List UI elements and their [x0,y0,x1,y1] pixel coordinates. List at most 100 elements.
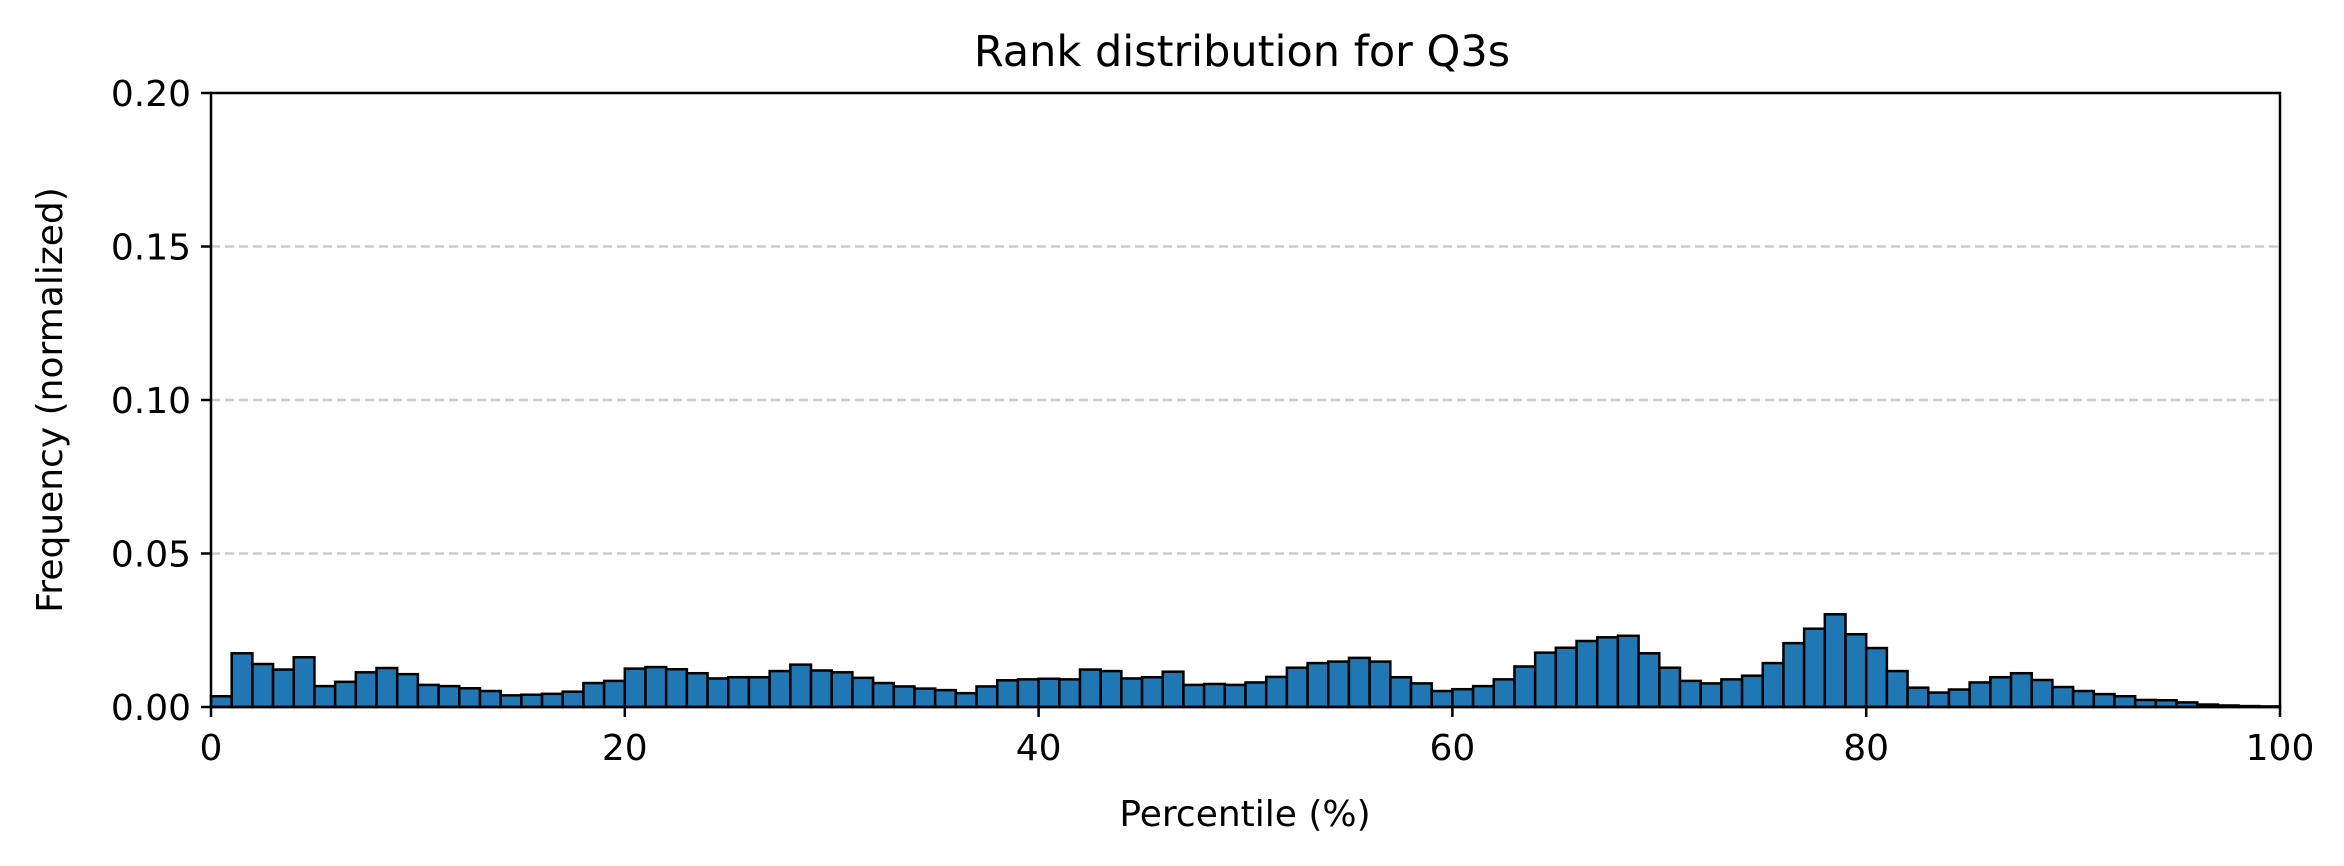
histogram-bar [1802,627,1827,709]
histogram-bar [789,663,813,709]
histogram-bar [1285,666,1309,709]
histogram-bar [1761,661,1785,709]
histogram-bar [975,685,999,709]
histogram-bar [1595,636,1620,709]
y-tick-label: 0.00 [111,688,191,729]
histogram-bar [1513,665,1537,709]
histogram-bar [1451,687,1475,709]
histogram-bar [995,679,1020,709]
histogram-bar [871,681,896,709]
x-tick-label: 100 [2246,728,2315,769]
histogram-bar [664,667,689,709]
histogram-bar [416,683,440,709]
histogram-bar [1430,689,1454,709]
chart-title: Rank distribution for Q3s [974,27,1510,77]
x-tick-label: 40 [1016,728,1062,769]
histogram-bar [1885,669,1909,709]
histogram-bar [644,665,668,709]
histogram-bar [458,687,482,709]
histogram-bar [1347,656,1371,709]
histogram-bar [1699,682,1723,709]
histogram-bar [1906,686,1930,709]
x-tick-label: 0 [200,728,223,769]
histogram-bar [1058,678,1082,709]
histogram-bar [1244,681,1268,709]
histogram-bar [1202,682,1227,709]
histogram-bar [1533,651,1558,709]
y-tick-label: 0.10 [111,381,191,422]
histogram-bar [685,671,709,709]
histogram-bar [1471,684,1496,709]
histogram-bar [1078,668,1102,709]
histogram-bar [478,689,502,709]
histogram-bar [582,681,606,709]
y-tick-label: 0.05 [111,535,191,576]
histogram-bar [1306,661,1330,709]
histogram-bar [520,693,544,709]
y-tick-label: 0.20 [111,74,191,115]
x-tick-label: 60 [1429,728,1475,769]
histogram-bar [1492,678,1516,709]
histogram-bar [313,684,337,709]
histogram-bar [1037,677,1061,709]
histogram-bar [706,677,730,709]
histogram-bar [1161,670,1185,709]
x-tick-label: 80 [1843,728,1889,769]
x-axis-label: Percentile (%) [1119,794,1370,835]
histogram-bar [1120,677,1144,709]
histogram-bar [1720,678,1744,709]
histogram-bar [499,694,523,709]
histogram-bar [1616,634,1640,709]
histogram-bar [830,671,854,709]
histogram-bar [809,669,833,709]
histogram-bar [1844,632,1868,709]
histogram-bar [1575,639,1599,709]
y-tick-label: 0.15 [111,228,191,269]
histogram-bar [768,669,792,709]
histogram-bar [1658,666,1682,709]
histogram-bar [561,690,585,709]
histogram-bar [1554,646,1578,709]
histogram-bar [1782,641,1806,709]
histogram-bar [851,676,875,709]
histogram-bar [602,679,627,709]
y-axis-label: Frequency (normalized) [30,187,71,613]
histogram-bar [1968,681,1992,709]
histogram-bar [1016,678,1040,709]
histogram-bar [1368,660,1392,709]
histogram-bar [913,687,937,709]
histogram-bar [747,675,771,709]
histogram-bar [2071,689,2096,709]
x-axis: 0 20 40 60 80 100 [200,707,2315,769]
histogram-bar [209,695,233,709]
histogram-bar [1409,682,1433,709]
histogram-bar [395,672,420,709]
histogram-bar [1864,646,1889,709]
histogram-bar [1327,660,1351,709]
histogram-bar [375,666,399,709]
histogram-bar [2009,671,2033,709]
x-tick-label: 20 [602,728,648,769]
histogram-bar [1823,613,1847,709]
histogram-bar [623,667,647,709]
histogram-bar [2092,692,2116,709]
histogram-bar [892,685,916,709]
histogram-bar [1947,688,1971,709]
histogram-bar [1140,675,1164,709]
histogram-bar [437,684,461,709]
histogram-bar [1637,652,1661,709]
histogram-bar [1678,679,1702,709]
histogram-bar [727,675,751,709]
bars [209,613,2282,709]
histogram-bar [354,671,378,709]
histogram-bar [954,691,978,709]
histogram-bar [933,688,958,709]
histogram-bar [251,662,275,709]
histogram-bar [333,680,358,709]
histogram-bar [1223,683,1247,709]
histogram-bar [1182,683,1206,709]
histogram-bar [1740,674,1765,709]
y-axis: 0.00 0.05 0.10 0.15 0.20 [111,74,211,729]
histogram-bar [271,668,296,709]
